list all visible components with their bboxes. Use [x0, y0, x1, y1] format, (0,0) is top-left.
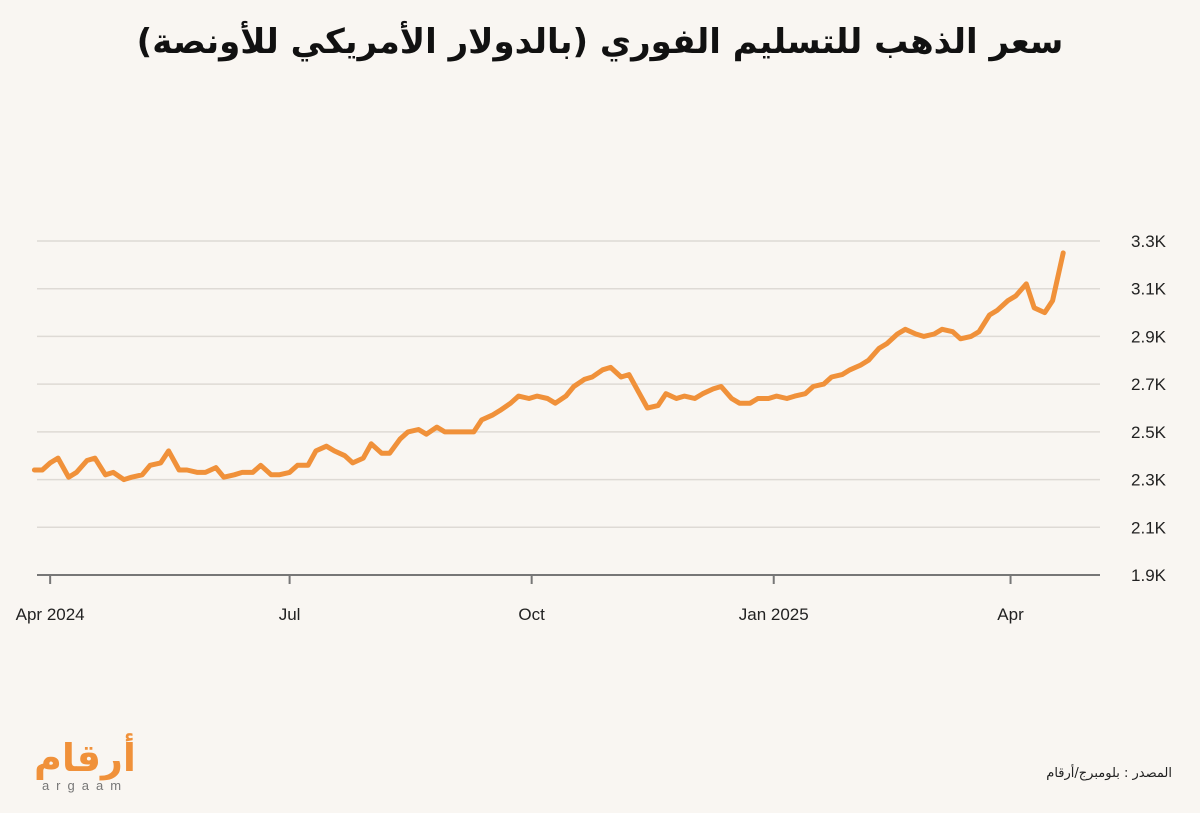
- x-tick-label: Jul: [279, 605, 301, 624]
- y-axis: 1.9K 2.1K 2.3K 2.5K 2.7K 2.9K 3.1K 3.3K: [1131, 232, 1167, 585]
- source-note: المصدر : بلومبرج/أرقام: [1046, 766, 1172, 781]
- y-tick-label: 2.1K: [1131, 518, 1167, 537]
- x-tick-label: Oct: [518, 605, 545, 624]
- x-axis: Apr 2024 Jul Oct Jan 2025 Apr: [16, 574, 1100, 624]
- y-tick-label: 1.9K: [1131, 566, 1167, 585]
- series-group: [31, 250, 1066, 483]
- y-tick-label: 3.1K: [1131, 280, 1167, 299]
- y-tick-label: 2.5K: [1131, 423, 1167, 442]
- y-tick-label: 2.7K: [1131, 375, 1167, 394]
- x-tick-label: Jan 2025: [739, 605, 809, 624]
- y-tick-label: 3.3K: [1131, 232, 1167, 251]
- logo-arabic-text: أرقام: [34, 736, 136, 780]
- gold-price-line: [31, 250, 1066, 483]
- argaam-logo: أرقام argaam: [30, 738, 140, 798]
- y-tick-label: 2.9K: [1131, 327, 1167, 346]
- x-tick-label: Apr: [997, 605, 1024, 624]
- gridlines: [37, 240, 1100, 529]
- y-tick-label: 2.3K: [1131, 471, 1167, 490]
- chart-title: سعر الذهب للتسليم الفوري (بالدولار الأمر…: [136, 22, 1064, 62]
- x-tick-label: Apr 2024: [16, 605, 85, 624]
- logo-latin-text: argaam: [41, 778, 129, 793]
